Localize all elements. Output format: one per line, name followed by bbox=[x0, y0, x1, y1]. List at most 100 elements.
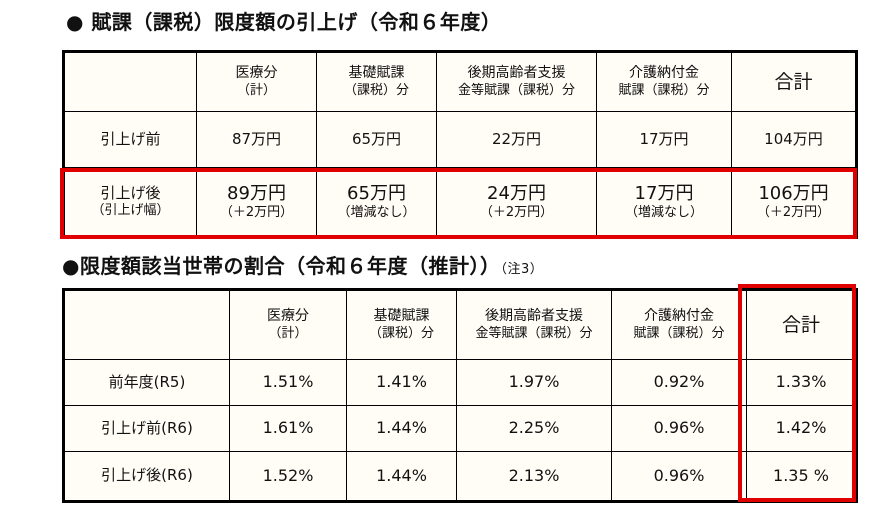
value-cell: 17万円 bbox=[596, 111, 732, 168]
value-cell: 1.51% bbox=[229, 359, 347, 406]
value-cell: 0.92% bbox=[611, 359, 747, 406]
ratio-table: 医療分 （計） 基礎賦課 （課税）分 後期高齢者支援 金等賦課（課税）分 介護納付金 賦課（課… bbox=[62, 288, 858, 503]
cell-line: 賦課（課税）分 bbox=[618, 82, 710, 98]
cell-line: 65万円 bbox=[351, 129, 402, 148]
cell-line: 17万円 bbox=[639, 129, 689, 148]
section-title: ● 賦課（課税）限度額の引上げ（令和６年度） bbox=[66, 10, 502, 34]
cell-line: 104万円 bbox=[764, 129, 823, 148]
value-cell: 1.44% bbox=[346, 405, 457, 452]
value-cell: 2.25% bbox=[456, 405, 612, 452]
cell-line: （計） bbox=[268, 325, 308, 341]
value-cell: 1.52% bbox=[229, 451, 347, 502]
table-row: 引上げ前 87万円 65万円 22万円 17万円 104万円 bbox=[63, 111, 857, 168]
cell-line: 引上げ後 bbox=[100, 183, 161, 202]
cell-line: 0.92% bbox=[653, 372, 705, 392]
value-cell: 22万円 bbox=[436, 111, 597, 168]
header-cell: 後期高齢者支援 金等賦課（課税）分 bbox=[436, 51, 597, 112]
cell-line: 引上げ前(R6) bbox=[101, 418, 193, 437]
cell-line: 22万円 bbox=[491, 129, 542, 148]
cell-line: 基礎賦課 bbox=[348, 65, 405, 82]
row-label: 引上げ前(R6) bbox=[63, 405, 230, 452]
cell-line: 1.44% bbox=[376, 418, 427, 438]
corner-cell bbox=[63, 289, 230, 360]
section-title: ●限度額該当世帯の割合（令和６年度（推計））（注3） bbox=[62, 250, 543, 279]
cell-line: （＋2万円） bbox=[479, 205, 554, 221]
table-row: 引上げ後(R6) 1.52% 1.44% 2.13% 0.96% 1.35 % bbox=[63, 451, 857, 502]
value-cell: 65万円 bbox=[316, 111, 437, 168]
cell-line: 引上げ後(R6) bbox=[101, 466, 193, 485]
row-label: 引上げ後 （引上げ幅） bbox=[63, 167, 197, 238]
cell-line: 106万円 bbox=[758, 182, 829, 204]
cell-line: 65万円 bbox=[347, 182, 406, 204]
cell-line: 金等賦課（課税）分 bbox=[475, 325, 593, 341]
note: （注3） bbox=[500, 262, 544, 277]
cell-line: 17万円 bbox=[634, 182, 694, 204]
value-cell: 65万円 （増減なし） bbox=[316, 167, 437, 238]
value-cell: 24万円 （＋2万円） bbox=[436, 167, 597, 238]
table-row: 前年度(R5) 1.51% 1.41% 1.97% 0.92% 1.33% bbox=[63, 359, 857, 406]
cell-line: （＋2万円） bbox=[756, 205, 831, 221]
value-cell: 1.44% bbox=[346, 451, 457, 502]
table-row: 引上げ前(R6) 1.61% 1.44% 2.25% 0.96% 1.42% bbox=[63, 405, 857, 452]
cell-line: 1.52% bbox=[262, 465, 314, 485]
cell-line: 87万円 bbox=[231, 129, 282, 148]
table-row: 引上げ後 （引上げ幅） 89万円 （＋2万円） 65万円 （増減なし） 24万円 （＋2万円）… bbox=[63, 167, 857, 238]
cell-line: 1.35 % bbox=[773, 465, 829, 485]
value-cell: 1.41% bbox=[346, 359, 457, 406]
cell-line: 24万円 bbox=[487, 182, 546, 204]
cell-line: 前年度(R5) bbox=[108, 372, 186, 391]
row-label: 引上げ前 bbox=[63, 111, 197, 168]
cell-line: 0.96% bbox=[653, 465, 705, 485]
value-cell: 2.13% bbox=[456, 451, 612, 502]
cell-line: 1.97% bbox=[508, 372, 560, 392]
header-cell: 後期高齢者支援 金等賦課（課税）分 bbox=[456, 289, 612, 360]
section-title-text: ●限度額該当世帯の割合（令和６年度（推計）） bbox=[62, 254, 501, 278]
value-cell: 104万円 bbox=[731, 111, 857, 168]
value-cell: 0.96% bbox=[611, 405, 747, 452]
cell-line: （課税）分 bbox=[368, 325, 434, 341]
header-cell: 医療分 （計） bbox=[229, 289, 347, 360]
row-label: 前年度(R5) bbox=[63, 359, 230, 406]
value-cell: 1.33% bbox=[746, 359, 857, 406]
cell-line: 1.41% bbox=[376, 372, 427, 392]
header-cell: 医療分 （計） bbox=[196, 51, 317, 112]
cell-line: 1.44% bbox=[376, 465, 427, 485]
value-cell: 89万円 （＋2万円） bbox=[196, 167, 317, 238]
header-cell: 介護納付金 賦課（課税）分 bbox=[611, 289, 747, 360]
cell-line: 賦課（課税）分 bbox=[633, 325, 725, 341]
cell-line: 1.33% bbox=[775, 372, 827, 392]
header-cell: 基礎賦課 （課税）分 bbox=[346, 289, 457, 360]
cell-line: 合計 bbox=[781, 313, 820, 336]
cell-line: 1.42% bbox=[775, 418, 827, 438]
cell-line: 基礎賦課 bbox=[373, 308, 430, 325]
cell-line: 医療分 bbox=[267, 308, 309, 325]
cell-line: （計） bbox=[236, 82, 276, 98]
cell-line: （＋2万円） bbox=[219, 205, 294, 221]
value-cell: 1.42% bbox=[746, 405, 857, 452]
value-cell: 1.35 % bbox=[746, 451, 857, 502]
header-cell: 介護納付金 賦課（課税）分 bbox=[596, 51, 732, 112]
value-cell: 0.96% bbox=[611, 451, 747, 502]
value-cell: 17万円 （増減なし） bbox=[596, 167, 732, 238]
cell-line: 医療分 bbox=[235, 65, 278, 82]
cell-line: （増減なし） bbox=[624, 205, 703, 221]
cell-line: 介護納付金 bbox=[644, 308, 714, 325]
header-cell: 合計 bbox=[746, 289, 857, 360]
cell-line: 1.51% bbox=[262, 372, 314, 392]
header-row: 医療分 （計） 基礎賦課 （課税）分 後期高齢者支援 金等賦課（課税）分 介護納付金 賦課（課… bbox=[63, 289, 857, 360]
value-cell: 1.97% bbox=[456, 359, 612, 406]
cell-line: 引上げ前 bbox=[100, 129, 161, 148]
cell-line: 後期高齢者支援 bbox=[485, 308, 583, 325]
header-cell: 基礎賦課 （課税）分 bbox=[316, 51, 437, 112]
limit-table: 医療分 （計） 基礎賦課 （課税）分 後期高齢者支援 金等賦課（課税）分 介護納付金 賦課（課… bbox=[62, 50, 858, 239]
header-row: 医療分 （計） 基礎賦課 （課税）分 後期高齢者支援 金等賦課（課税）分 介護納付金 賦課（課… bbox=[63, 51, 857, 112]
cell-line: 1.61% bbox=[262, 418, 314, 438]
cell-line: 後期高齢者支援 bbox=[467, 65, 566, 82]
cell-line: （増減なし） bbox=[337, 205, 416, 221]
row-label: 引上げ後(R6) bbox=[63, 451, 230, 502]
cell-line: 介護納付金 bbox=[629, 65, 699, 82]
value-cell: 106万円 （＋2万円） bbox=[731, 167, 857, 238]
cell-line: （引上げ幅） bbox=[91, 203, 170, 219]
cell-line: 金等賦課（課税）分 bbox=[457, 82, 575, 98]
